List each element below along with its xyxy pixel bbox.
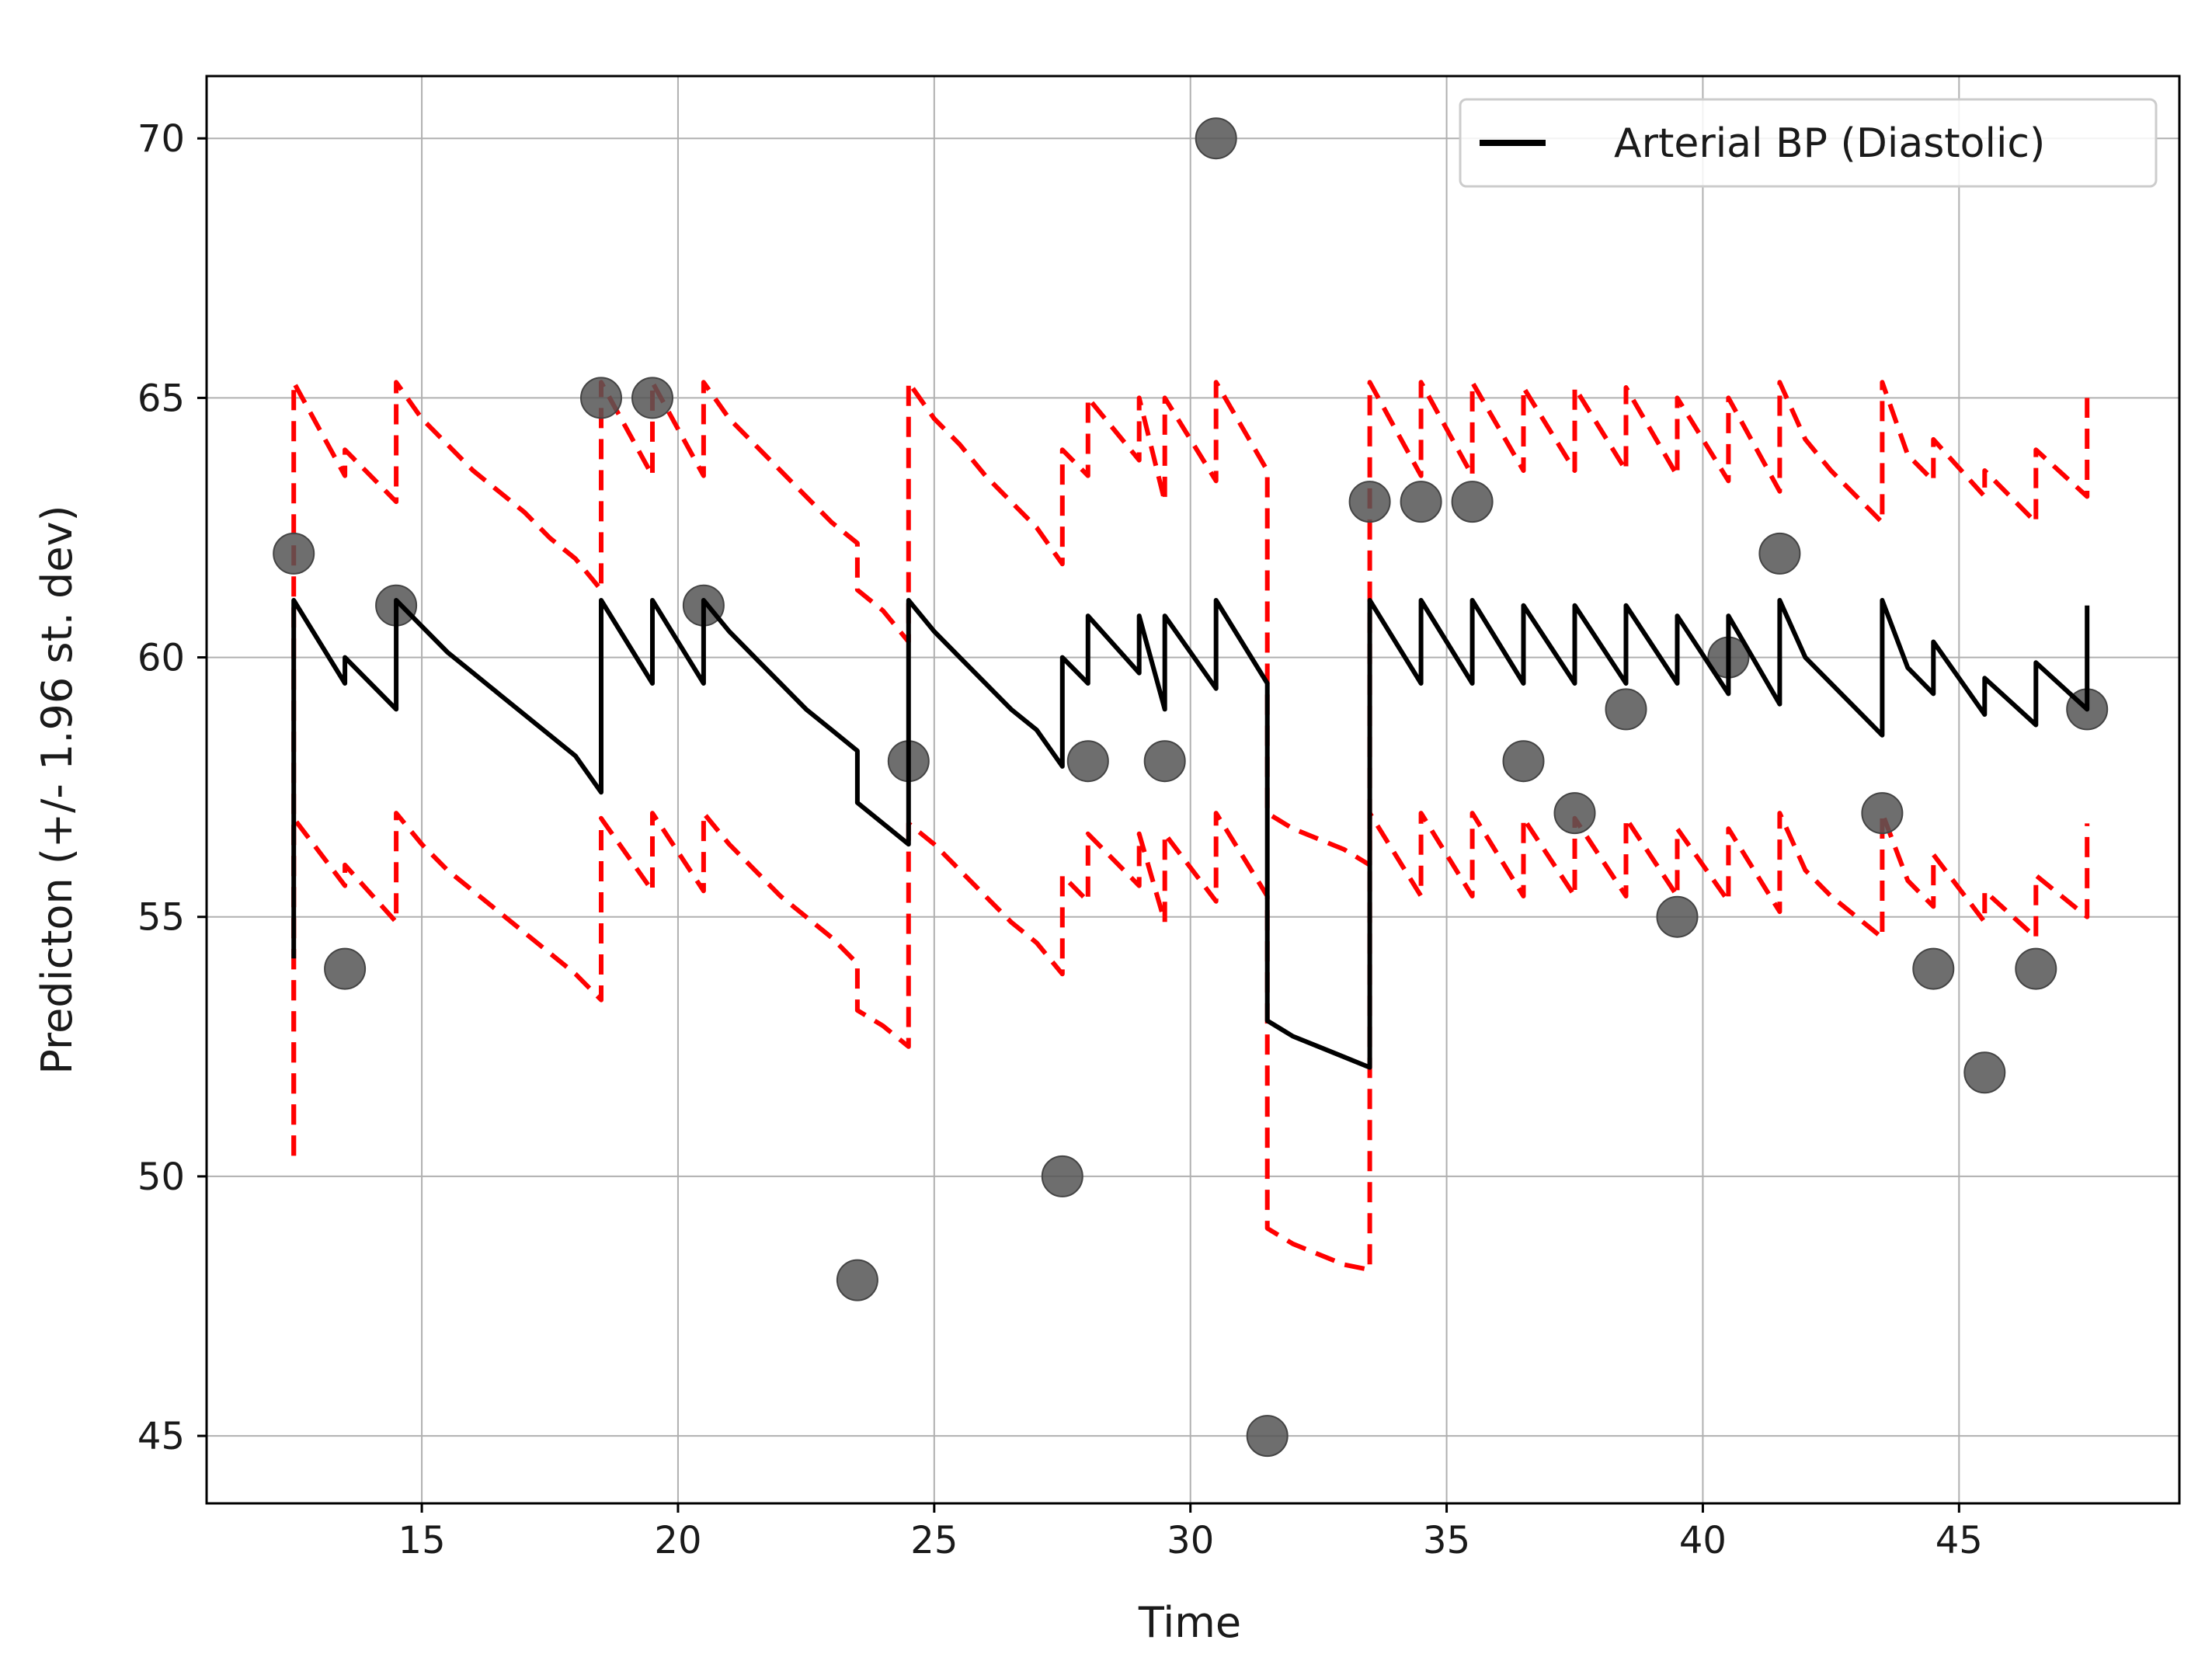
lower-bound-line bbox=[291, 811, 2090, 1273]
x-tick-label: 35 bbox=[1423, 1519, 1470, 1562]
legend: Arterial BP (Diastolic) bbox=[1459, 98, 2158, 188]
observation-point bbox=[1348, 481, 1391, 523]
observation-point bbox=[324, 947, 367, 990]
y-tick-label: 70 bbox=[137, 117, 185, 161]
prediction-series bbox=[291, 598, 2090, 1070]
observation-point bbox=[273, 532, 315, 575]
x-axis: 15 20 25 30 35 40 45 bbox=[398, 1503, 1983, 1562]
x-tick-label: 15 bbox=[398, 1519, 446, 1562]
observation-point bbox=[1195, 117, 1237, 160]
observation-point bbox=[1605, 688, 1647, 731]
observation-point bbox=[1912, 947, 1955, 990]
upper-bound-line bbox=[291, 380, 2090, 1156]
observation-point bbox=[1861, 792, 1904, 835]
x-tick-label: 30 bbox=[1167, 1519, 1214, 1562]
observation-point bbox=[1758, 532, 1801, 575]
observation-point bbox=[1553, 792, 1596, 835]
y-axis: 45 50 55 60 65 70 bbox=[137, 117, 207, 1458]
x-axis-label: Time bbox=[1138, 1598, 1241, 1647]
x-tick-label: 45 bbox=[1936, 1519, 1983, 1562]
observation-point bbox=[1451, 481, 1494, 523]
x-tick-label: 25 bbox=[910, 1519, 958, 1562]
observation-point bbox=[1066, 740, 1109, 783]
observation-point bbox=[1246, 1415, 1289, 1458]
x-tick-label: 20 bbox=[654, 1519, 701, 1562]
plot-area bbox=[207, 76, 2179, 1503]
y-tick-label: 55 bbox=[137, 896, 185, 940]
observation-point bbox=[1656, 895, 1699, 938]
observation-point bbox=[836, 1259, 878, 1301]
observation-point bbox=[1502, 740, 1545, 783]
observation-point bbox=[1400, 481, 1442, 523]
observation-point bbox=[631, 377, 673, 419]
legend-label: Arterial BP (Diastolic) bbox=[1614, 120, 2045, 167]
y-axis-label: Predicton (+/- 1.96 st. dev) bbox=[33, 505, 82, 1074]
observation-point bbox=[1963, 1051, 2006, 1094]
plot-frame bbox=[205, 75, 2181, 1505]
legend-box bbox=[1459, 98, 2158, 188]
observation-point bbox=[580, 377, 622, 419]
observation-point bbox=[1041, 1155, 1083, 1197]
y-tick-label: 50 bbox=[137, 1155, 185, 1199]
y-tick-label: 45 bbox=[137, 1415, 185, 1458]
prediction-line bbox=[291, 598, 2090, 1070]
observation-point bbox=[1143, 740, 1186, 783]
observation-point bbox=[2015, 947, 2057, 990]
x-tick-label: 40 bbox=[1679, 1519, 1727, 1562]
y-tick-label: 65 bbox=[137, 377, 185, 420]
y-tick-label: 60 bbox=[137, 637, 185, 680]
observations bbox=[273, 117, 2109, 1458]
confidence-band bbox=[291, 380, 2090, 1273]
